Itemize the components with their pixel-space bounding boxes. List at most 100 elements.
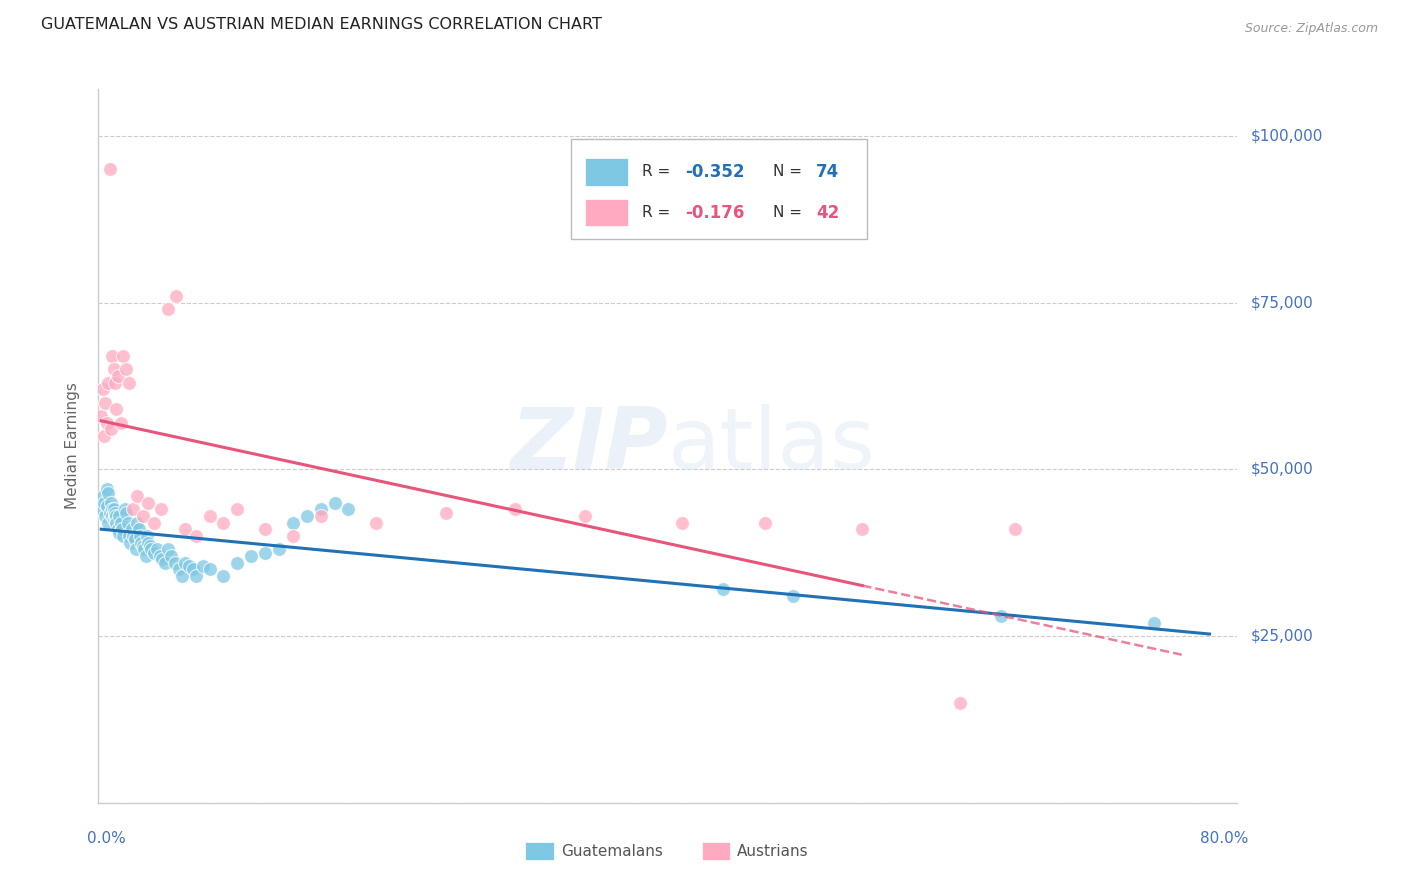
Point xyxy=(156,542,179,557)
Point xyxy=(103,362,125,376)
Point xyxy=(101,349,124,363)
Point xyxy=(93,429,115,443)
Point xyxy=(184,529,207,543)
Point xyxy=(135,549,157,563)
Text: N =: N = xyxy=(773,164,807,179)
Point xyxy=(100,496,122,510)
Point xyxy=(148,549,170,563)
Text: $100,000: $100,000 xyxy=(1251,128,1323,144)
Point xyxy=(295,509,318,524)
Point xyxy=(143,546,166,560)
Point xyxy=(127,489,149,503)
Point xyxy=(105,509,128,524)
Text: -0.176: -0.176 xyxy=(685,203,744,221)
Point xyxy=(990,609,1012,624)
Point xyxy=(671,516,693,530)
Point xyxy=(124,533,146,547)
Point xyxy=(337,502,360,516)
FancyBboxPatch shape xyxy=(526,842,554,860)
Point xyxy=(96,416,118,430)
Point xyxy=(108,525,131,540)
Text: 74: 74 xyxy=(815,163,839,181)
Point xyxy=(323,496,346,510)
Point xyxy=(104,506,127,520)
Point xyxy=(134,542,156,557)
Point xyxy=(212,569,235,583)
Text: $50,000: $50,000 xyxy=(1251,462,1315,477)
Text: R =: R = xyxy=(641,205,675,220)
Point xyxy=(93,496,115,510)
Point xyxy=(153,556,176,570)
Point xyxy=(120,535,142,549)
Point xyxy=(281,516,304,530)
Text: $75,000: $75,000 xyxy=(1251,295,1315,310)
Point xyxy=(267,542,290,557)
Point xyxy=(112,349,135,363)
Point xyxy=(159,549,181,563)
Point xyxy=(132,539,155,553)
Point xyxy=(366,516,388,530)
Text: 0.0%: 0.0% xyxy=(87,831,125,847)
Point xyxy=(165,289,187,303)
Point xyxy=(139,539,162,553)
Point xyxy=(112,529,135,543)
Point xyxy=(110,416,132,430)
Point xyxy=(143,516,166,530)
Point xyxy=(103,512,125,526)
Point xyxy=(141,542,163,557)
Point xyxy=(181,562,204,576)
Point xyxy=(948,696,970,710)
Point xyxy=(91,489,114,503)
FancyBboxPatch shape xyxy=(571,139,868,239)
Point xyxy=(115,362,138,376)
Point xyxy=(125,542,148,557)
Point xyxy=(574,509,596,524)
Point xyxy=(117,516,139,530)
Point xyxy=(198,509,221,524)
Point xyxy=(103,502,125,516)
Text: atlas: atlas xyxy=(668,404,876,488)
Text: 42: 42 xyxy=(815,203,839,221)
Point xyxy=(713,582,735,597)
Point xyxy=(309,509,332,524)
Point xyxy=(90,502,112,516)
Point xyxy=(149,502,172,516)
Point xyxy=(97,485,120,500)
Point xyxy=(1143,615,1166,630)
Point xyxy=(434,506,457,520)
Point xyxy=(118,529,141,543)
Y-axis label: Median Earnings: Median Earnings xyxy=(65,383,80,509)
Point xyxy=(136,529,159,543)
Text: -0.352: -0.352 xyxy=(685,163,744,181)
Point xyxy=(163,556,186,570)
Point xyxy=(121,522,143,536)
FancyBboxPatch shape xyxy=(585,199,628,227)
Text: $25,000: $25,000 xyxy=(1251,629,1315,643)
Point xyxy=(105,516,128,530)
Point xyxy=(156,302,179,317)
Point xyxy=(91,382,114,396)
Point xyxy=(184,569,207,583)
Point xyxy=(503,502,526,516)
FancyBboxPatch shape xyxy=(702,842,731,860)
Point xyxy=(177,559,200,574)
Point xyxy=(111,522,134,536)
Text: ZIP: ZIP xyxy=(510,404,668,488)
Point xyxy=(754,516,776,530)
Point xyxy=(114,502,136,516)
Point xyxy=(104,376,127,390)
Point xyxy=(198,562,221,576)
Point xyxy=(851,522,873,536)
Point xyxy=(107,368,129,383)
Point xyxy=(167,562,190,576)
Point xyxy=(170,569,193,583)
Point xyxy=(212,516,235,530)
Point xyxy=(98,506,121,520)
Text: N =: N = xyxy=(773,205,807,220)
Point xyxy=(108,509,131,524)
Point xyxy=(97,376,120,390)
Point xyxy=(138,496,160,510)
Point xyxy=(128,522,150,536)
Point xyxy=(281,529,304,543)
Point xyxy=(173,522,195,536)
